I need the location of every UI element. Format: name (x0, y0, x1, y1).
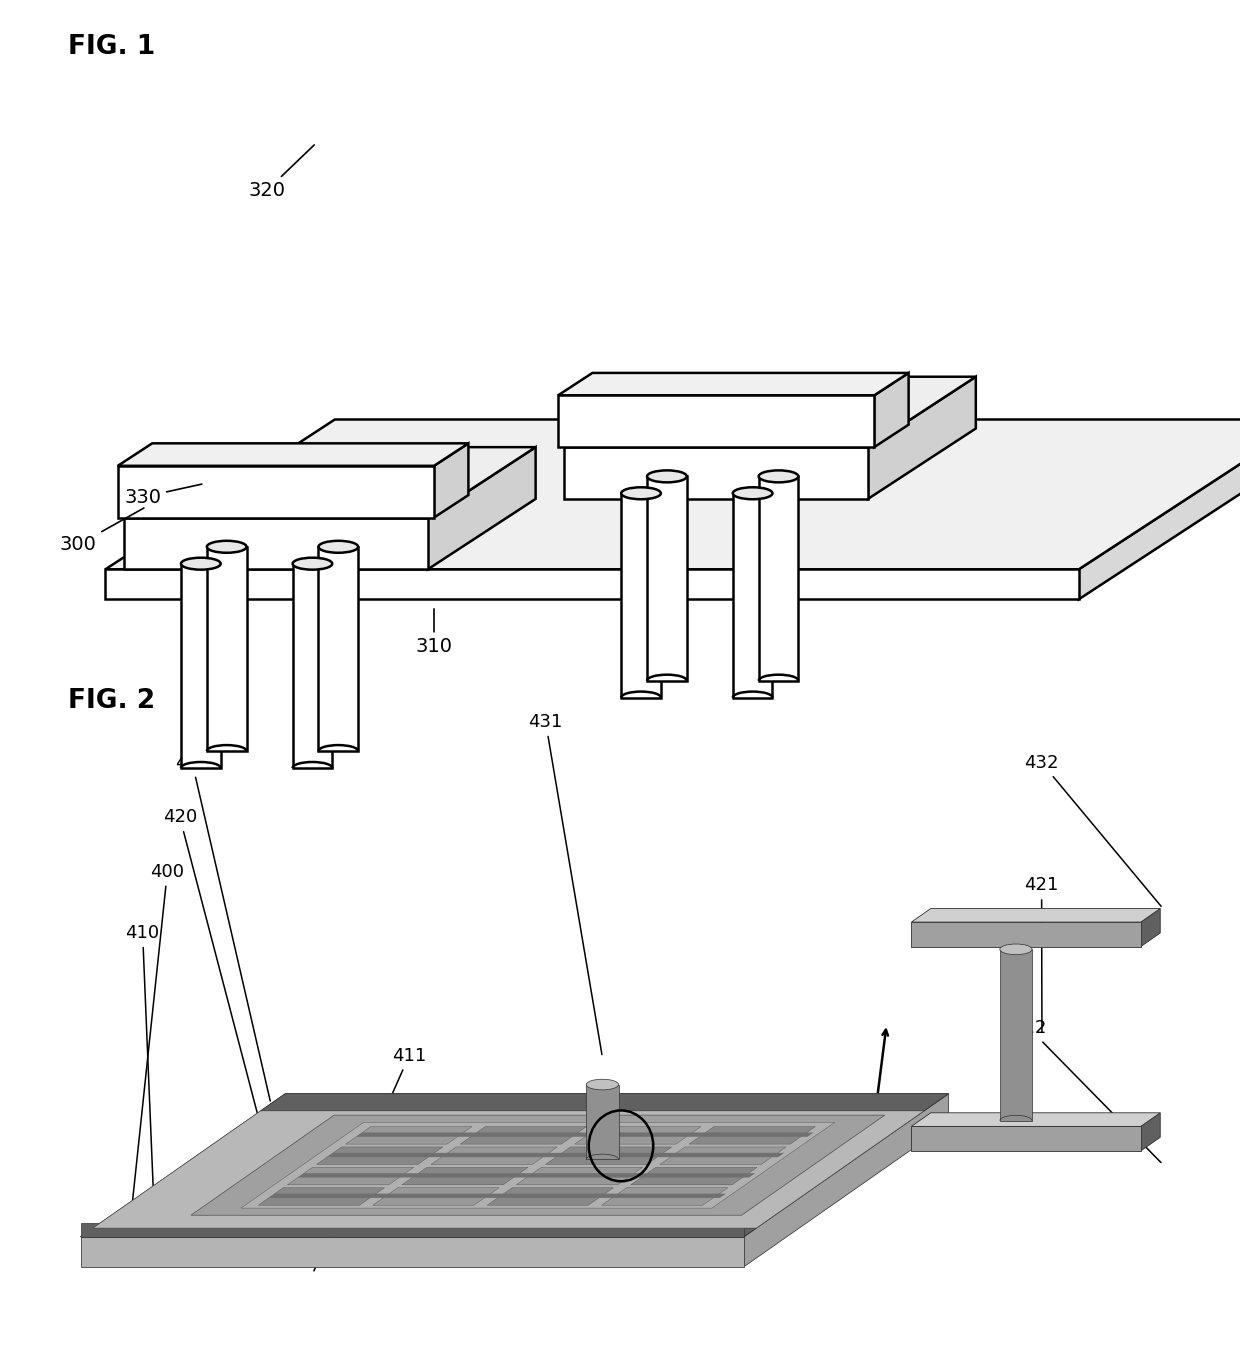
Polygon shape (432, 1147, 557, 1165)
Polygon shape (373, 1188, 498, 1205)
Polygon shape (558, 395, 874, 447)
Polygon shape (574, 1126, 701, 1144)
Polygon shape (118, 466, 434, 518)
Text: 310: 310 (415, 609, 453, 656)
Polygon shape (181, 564, 221, 768)
Polygon shape (81, 1237, 744, 1267)
Polygon shape (81, 1223, 744, 1237)
Polygon shape (269, 1193, 727, 1199)
Polygon shape (402, 1167, 528, 1185)
Polygon shape (298, 1173, 755, 1178)
Polygon shape (487, 1188, 614, 1205)
Polygon shape (81, 1094, 949, 1237)
Ellipse shape (647, 470, 687, 482)
Ellipse shape (759, 470, 799, 482)
Polygon shape (587, 1084, 619, 1159)
Ellipse shape (999, 944, 1032, 955)
Text: 410: 410 (125, 923, 160, 1229)
Polygon shape (118, 444, 469, 466)
Polygon shape (911, 908, 1161, 922)
Polygon shape (647, 477, 687, 681)
Polygon shape (191, 1115, 885, 1215)
Polygon shape (434, 444, 469, 518)
Text: FIG. 1: FIG. 1 (68, 34, 155, 60)
Polygon shape (293, 564, 332, 768)
Ellipse shape (293, 557, 332, 569)
Polygon shape (564, 377, 976, 447)
Text: 320: 320 (248, 144, 314, 200)
Text: FIG. 2: FIG. 2 (68, 688, 155, 714)
Text: 412: 412 (1012, 1019, 1161, 1163)
Polygon shape (1141, 1113, 1161, 1151)
Polygon shape (911, 1126, 1141, 1151)
Polygon shape (93, 1111, 924, 1229)
Text: 420: 420 (162, 808, 272, 1166)
Polygon shape (316, 1147, 443, 1165)
Polygon shape (689, 1126, 816, 1144)
Polygon shape (911, 922, 1141, 947)
Ellipse shape (587, 1079, 619, 1090)
Text: 431: 431 (528, 712, 601, 1054)
Text: 400: 400 (130, 862, 185, 1220)
Text: 330: 330 (124, 484, 202, 507)
Polygon shape (81, 1229, 756, 1237)
Polygon shape (319, 546, 358, 750)
Polygon shape (733, 493, 773, 697)
Polygon shape (460, 1126, 587, 1144)
Polygon shape (558, 373, 909, 395)
Polygon shape (105, 569, 1079, 599)
Text: 411: 411 (314, 1046, 427, 1271)
Polygon shape (868, 377, 976, 498)
Polygon shape (124, 447, 536, 518)
Polygon shape (911, 1113, 1161, 1126)
Text: 300: 300 (60, 508, 144, 554)
Polygon shape (288, 1167, 414, 1185)
Polygon shape (1079, 419, 1240, 599)
Polygon shape (516, 1167, 642, 1185)
Polygon shape (207, 546, 247, 750)
Text: 421: 421 (1024, 876, 1059, 1032)
Ellipse shape (319, 541, 358, 553)
Polygon shape (631, 1167, 756, 1185)
Polygon shape (621, 493, 661, 697)
Polygon shape (1141, 908, 1161, 947)
Polygon shape (874, 373, 909, 447)
Ellipse shape (207, 541, 247, 553)
Polygon shape (999, 949, 1032, 1121)
Polygon shape (759, 477, 799, 681)
Text: 432: 432 (1024, 753, 1161, 906)
Ellipse shape (181, 557, 221, 569)
Polygon shape (241, 1122, 835, 1208)
Polygon shape (105, 419, 1240, 569)
Polygon shape (546, 1147, 672, 1165)
Text: 430: 430 (175, 753, 270, 1100)
Polygon shape (124, 518, 428, 569)
Polygon shape (564, 447, 868, 498)
Polygon shape (260, 1094, 949, 1111)
Polygon shape (258, 1188, 384, 1205)
Polygon shape (346, 1126, 472, 1144)
Polygon shape (327, 1152, 785, 1158)
Polygon shape (356, 1132, 813, 1137)
Polygon shape (744, 1094, 949, 1267)
Polygon shape (428, 447, 536, 569)
Polygon shape (601, 1188, 728, 1205)
Ellipse shape (621, 488, 661, 500)
Ellipse shape (733, 488, 773, 500)
Polygon shape (660, 1147, 786, 1165)
